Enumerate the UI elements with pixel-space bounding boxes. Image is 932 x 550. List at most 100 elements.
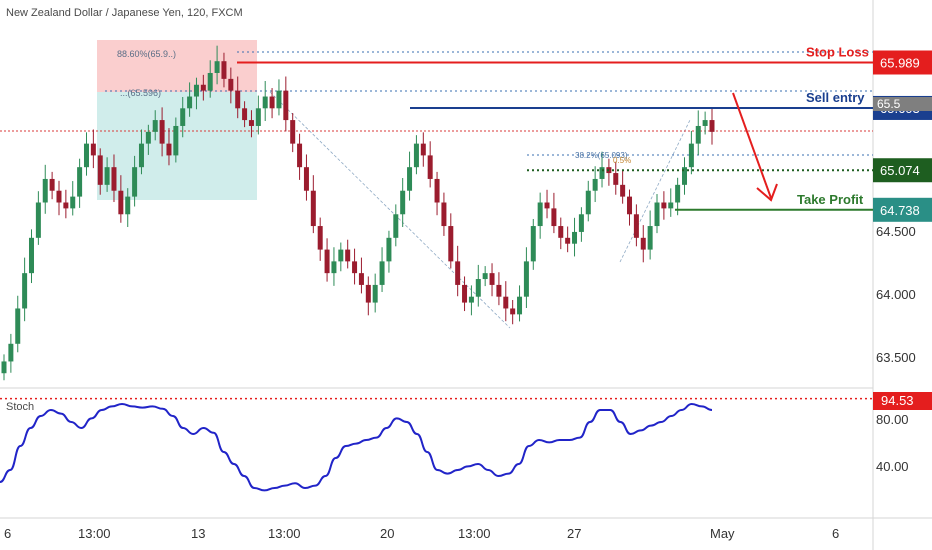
candle-body: [303, 167, 309, 191]
candle-body: [235, 90, 241, 109]
x-tick: 13: [191, 526, 205, 541]
candle-body: [310, 190, 316, 227]
candle-body: [654, 202, 660, 227]
candle-body: [462, 284, 468, 303]
candle-body: [627, 196, 633, 215]
stoch-y-tick: 40.00: [876, 459, 909, 474]
last-price-tag: [873, 97, 932, 111]
candle-body: [592, 178, 598, 191]
candle-body: [661, 202, 667, 209]
candle-body: [482, 273, 488, 280]
candle-body: [702, 120, 708, 126]
candle-body: [317, 226, 323, 250]
candle-body: [496, 284, 502, 297]
candle-body: [620, 184, 626, 197]
candle-body: [413, 143, 419, 168]
candle-body: [331, 261, 337, 274]
candle-body: [523, 261, 529, 297]
candle-body: [407, 167, 413, 191]
candle-body: [551, 208, 557, 227]
y-tick: 64.000: [876, 287, 916, 302]
candle-body: [585, 190, 591, 215]
candle-body: [276, 90, 282, 109]
x-tick: 6: [832, 526, 839, 541]
x-tick: 20: [380, 526, 394, 541]
candle-body: [8, 343, 14, 362]
candle-body: [35, 202, 41, 238]
candle-body: [578, 214, 584, 232]
candle-body: [242, 108, 248, 121]
candle-body: [441, 202, 447, 227]
candle-body: [70, 196, 76, 209]
candle-body: [537, 202, 543, 227]
candle-body: [695, 125, 701, 144]
candle-body: [1, 361, 7, 374]
fib-label: 38.2%(65.093): [575, 151, 628, 160]
candle-body: [455, 261, 461, 285]
x-tick: 13:00: [78, 526, 111, 541]
candle-body: [290, 120, 296, 144]
fib-guide-line-2: [619, 119, 691, 263]
price-level-tag: [873, 50, 932, 75]
candle-body: [104, 167, 110, 185]
candle-body: [221, 61, 227, 79]
candle-body: [613, 173, 619, 185]
candle-body: [448, 226, 454, 262]
candle-body: [647, 226, 653, 250]
candle-body: [97, 155, 103, 185]
candle-body: [544, 202, 550, 209]
fib-label: 88.60%(65.9..): [117, 49, 176, 59]
candle-body: [145, 131, 151, 144]
fib-guide-line: [269, 91, 511, 329]
candle-body: [489, 273, 495, 285]
candle-body: [214, 61, 220, 73]
candle-body: [372, 284, 378, 303]
candle-body: [15, 308, 21, 344]
candle-body: [427, 155, 433, 179]
candle-body: [255, 108, 261, 126]
price-level-tag-text: 65.989: [880, 56, 920, 71]
fib-label: 0.5%: [613, 156, 631, 165]
candle-body: [42, 178, 48, 203]
candle-body: [420, 143, 426, 156]
price-level-label: Take Profit: [797, 192, 864, 207]
candle-body: [180, 108, 186, 126]
x-tick: 13:00: [268, 526, 301, 541]
candle-body: [668, 202, 674, 209]
candle-body: [187, 96, 193, 109]
candle-body: [633, 214, 639, 238]
candle-body: [22, 273, 28, 309]
candle-body: [283, 90, 289, 121]
candle-body: [468, 296, 474, 303]
candle-body: [200, 84, 206, 91]
candle-body: [358, 273, 364, 285]
candle-body: [125, 196, 131, 215]
y-tick: 64.500: [876, 224, 916, 239]
candle-body: [338, 249, 344, 262]
candle-body: [111, 167, 117, 191]
x-tick: 6: [4, 526, 11, 541]
last-price-tag-text: 65.5: [877, 97, 901, 111]
fib-label: ...(65.596): [120, 88, 161, 98]
stoch-line: [0, 402, 713, 492]
candle-body: [56, 190, 62, 203]
stoch-y-tick: 80.00: [876, 412, 909, 427]
candle-body: [599, 167, 605, 179]
stoch-tag: [873, 392, 932, 410]
candle-body: [675, 184, 681, 203]
candle-body: [228, 78, 234, 91]
candle-body: [207, 72, 213, 91]
candle-body: [393, 214, 399, 238]
candle-body: [640, 237, 646, 250]
candle-body: [682, 167, 688, 185]
candle-body: [324, 249, 330, 274]
candle-body: [434, 178, 440, 203]
candle-body: [365, 284, 371, 303]
candle-body: [138, 143, 144, 168]
candle-body: [173, 125, 179, 156]
candle-body: [166, 143, 172, 156]
projection-arrow-head: [756, 183, 778, 202]
candle-body: [475, 279, 481, 297]
candle-body: [248, 120, 254, 126]
